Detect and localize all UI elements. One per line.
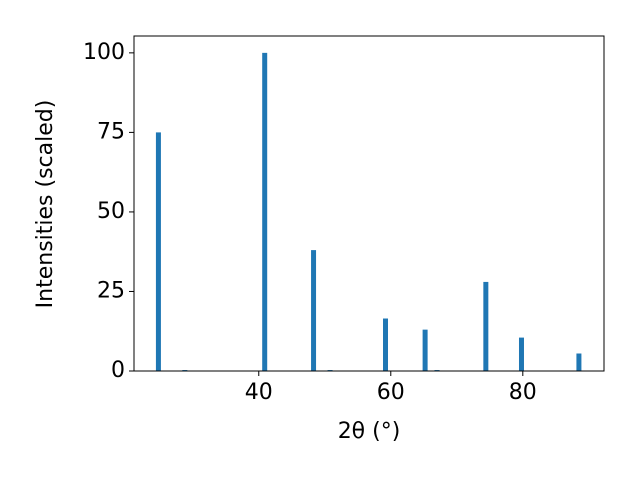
y-tick-label: 100: [83, 40, 125, 65]
bar: [518, 337, 524, 371]
y-tick-label: 50: [97, 199, 125, 224]
bar: [155, 132, 161, 371]
x-tick-label: 40: [245, 380, 273, 405]
y-tick-label: 25: [97, 278, 125, 303]
bar: [422, 329, 428, 371]
x-axis-label: 2θ (°): [338, 419, 401, 444]
bar: [311, 250, 317, 371]
y-tick-label: 0: [111, 358, 125, 383]
bar: [576, 353, 582, 371]
x-tick-label: 80: [509, 380, 537, 405]
plot-frame: [133, 35, 605, 372]
bar: [262, 52, 268, 371]
bar: [483, 281, 489, 371]
bar: [383, 318, 389, 371]
y-tick-label: 75: [97, 119, 125, 144]
y-axis-label: Intensities (scaled): [33, 100, 58, 309]
x-tick-label: 60: [377, 380, 405, 405]
